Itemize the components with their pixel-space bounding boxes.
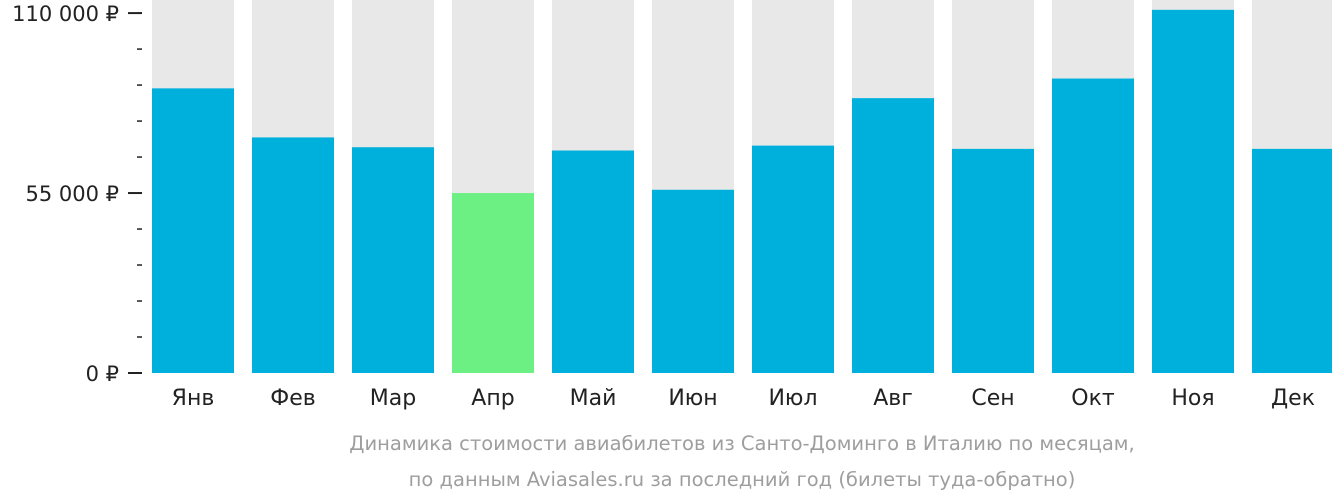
bar bbox=[1152, 9, 1234, 373]
bar bbox=[252, 137, 334, 373]
chart-caption-line-1: Динамика стоимости авиабилетов из Санто-… bbox=[349, 432, 1135, 455]
x-tick-label: Июн bbox=[668, 386, 717, 411]
bar bbox=[652, 189, 734, 373]
bar bbox=[552, 150, 634, 373]
bar bbox=[352, 147, 434, 373]
bar bbox=[1052, 78, 1134, 374]
bar-highlight bbox=[452, 193, 534, 373]
y-tick-label: 55 000 ₽ bbox=[25, 182, 119, 206]
y-tick-label: 110 000 ₽ bbox=[12, 2, 119, 26]
chart-caption-line-2: по данным Aviasales.ru за последний год … bbox=[408, 468, 1076, 491]
y-axis: 0 ₽ 55 000 ₽ 110 000 ₽ bbox=[12, 2, 142, 386]
x-axis: Янв Фев Мар Апр Май Июн Июл Авг Сен Окт Ноя Дек bbox=[172, 386, 1315, 411]
bar bbox=[852, 98, 934, 373]
bar bbox=[952, 148, 1034, 373]
x-tick-label: Мар bbox=[370, 386, 416, 411]
x-tick-label: Июл bbox=[768, 386, 817, 411]
x-tick-label: Янв bbox=[172, 386, 215, 411]
bar bbox=[152, 88, 234, 373]
x-tick-label: Ноя bbox=[1171, 386, 1214, 411]
data-bars bbox=[152, 9, 1332, 374]
bar bbox=[752, 145, 834, 373]
x-tick-label: Сен bbox=[971, 386, 1014, 411]
x-tick-label: Дек bbox=[1271, 386, 1315, 411]
bar-chart: 0 ₽ 55 000 ₽ 110 000 ₽ Янв Фев Мар Апр Май Июн И… bbox=[12, 0, 1332, 411]
x-tick-label: Май bbox=[570, 386, 617, 411]
x-tick-label: Апр bbox=[471, 386, 514, 411]
y-tick-label: 0 ₽ bbox=[86, 362, 119, 386]
x-tick-label: Окт bbox=[1071, 386, 1115, 411]
x-tick-label: Авг bbox=[873, 386, 913, 411]
x-tick-label: Фев bbox=[270, 386, 315, 411]
bar bbox=[1252, 148, 1332, 373]
